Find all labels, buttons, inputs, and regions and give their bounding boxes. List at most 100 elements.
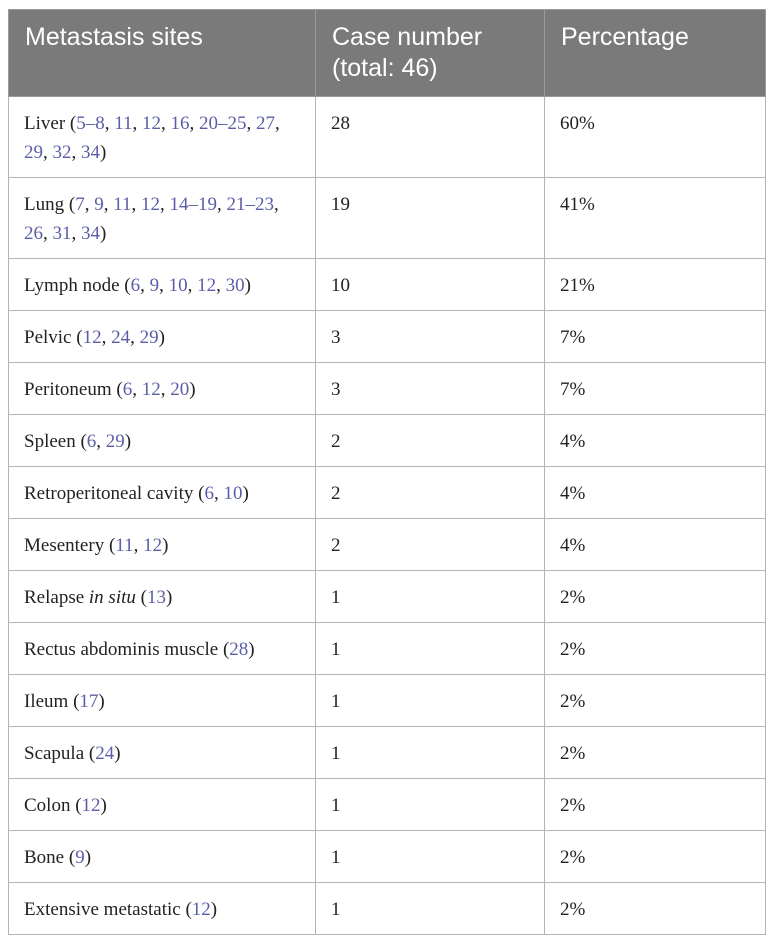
- case-number-cell: 1: [315, 778, 545, 831]
- percentage-cell: 60%: [544, 96, 766, 178]
- site-name: Relapse: [24, 587, 85, 608]
- header-metastasis-sites: Metastasis sites: [8, 9, 316, 97]
- site-cell: Extensive metastatic (12): [8, 882, 316, 935]
- site-cell: Peritoneum (6, 12, 20): [8, 362, 316, 415]
- reference-link[interactable]: 20: [170, 379, 190, 400]
- case-number-cell: 2: [315, 466, 545, 519]
- case-number-cell: 3: [315, 362, 545, 415]
- percentage-cell: 2%: [544, 830, 766, 883]
- reference-link[interactable]: 7: [75, 194, 85, 215]
- reference-link[interactable]: 29: [139, 327, 159, 348]
- site-name: Liver: [24, 113, 66, 134]
- reference-link[interactable]: 9: [94, 194, 104, 215]
- reference-link[interactable]: 11: [113, 194, 132, 215]
- reference-link[interactable]: 12: [142, 113, 162, 134]
- table-row: Lymph node (6, 9, 10, 12, 30) 10 21%: [8, 258, 766, 311]
- reference-link[interactable]: 34: [81, 142, 100, 163]
- table-row: Liver (5–8, 11, 12, 16, 20–25, 27, 29, 3…: [8, 96, 766, 178]
- table-row: Scapula (24) 1 2%: [8, 726, 766, 779]
- reference-link[interactable]: 11: [115, 535, 134, 556]
- reference-link[interactable]: 10: [223, 483, 243, 504]
- case-number-cell: 1: [315, 674, 545, 727]
- reference-link[interactable]: 20–25: [199, 113, 247, 134]
- percentage-cell: 2%: [544, 882, 766, 935]
- reference-link[interactable]: 12: [143, 535, 163, 556]
- site-name: Rectus abdominis muscle: [24, 639, 219, 660]
- case-number-cell: 2: [315, 414, 545, 467]
- reference-link[interactable]: 6: [122, 379, 133, 400]
- site-cell: Mesentery (11, 12): [8, 518, 316, 571]
- reference-link[interactable]: 34: [81, 223, 100, 244]
- case-number-cell: 1: [315, 726, 545, 779]
- reference-link[interactable]: 24: [111, 327, 131, 348]
- percentage-cell: 4%: [544, 518, 766, 571]
- percentage-cell: 41%: [544, 177, 766, 259]
- reference-link[interactable]: 12: [197, 275, 217, 296]
- site-name: Colon: [24, 795, 71, 816]
- table-row: Colon (12) 1 2%: [8, 778, 766, 831]
- case-number-cell: 1: [315, 882, 545, 935]
- site-name: Lung: [24, 194, 65, 215]
- reference-link[interactable]: 10: [168, 275, 188, 296]
- reference-link[interactable]: 30: [225, 275, 245, 296]
- percentage-cell: 7%: [544, 310, 766, 363]
- reference-link[interactable]: 11: [114, 113, 133, 134]
- percentage-cell: 2%: [544, 778, 766, 831]
- site-name: Bone: [24, 847, 65, 868]
- reference-link[interactable]: 16: [170, 113, 190, 134]
- reference-link[interactable]: 24: [95, 743, 115, 764]
- table-row: Peritoneum (6, 12, 20) 3 7%: [8, 362, 766, 415]
- header-percentage: Percentage: [544, 9, 766, 97]
- site-cell: Ileum (17): [8, 674, 316, 727]
- percentage-cell: 2%: [544, 674, 766, 727]
- reference-link[interactable]: 29: [105, 431, 125, 452]
- site-name: Extensive metastatic: [24, 899, 181, 920]
- reference-link[interactable]: 27: [256, 113, 276, 134]
- table-row: Relapse in situ (13) 1 2%: [8, 570, 766, 623]
- reference-link[interactable]: 6: [86, 431, 97, 452]
- reference-link[interactable]: 9: [75, 847, 85, 868]
- table-row: Ileum (17) 1 2%: [8, 674, 766, 727]
- reference-link[interactable]: 12: [141, 379, 161, 400]
- reference-link[interactable]: 12: [82, 327, 102, 348]
- reference-link[interactable]: 31: [52, 223, 72, 244]
- table-row: Rectus abdominis muscle (28) 1 2%: [8, 622, 766, 675]
- reference-link[interactable]: 13: [146, 587, 166, 608]
- reference-link[interactable]: 9: [149, 275, 160, 296]
- site-cell: Relapse in situ (13): [8, 570, 316, 623]
- reference-link[interactable]: 32: [52, 142, 72, 163]
- reference-link[interactable]: 5–8: [76, 113, 105, 134]
- reference-link[interactable]: 6: [130, 275, 141, 296]
- reference-link[interactable]: 28: [229, 639, 249, 660]
- case-number-cell: 19: [315, 177, 545, 259]
- reference-link[interactable]: 12: [140, 194, 160, 215]
- reference-link[interactable]: 26: [24, 223, 43, 244]
- site-cell: Pelvic (12, 24, 29): [8, 310, 316, 363]
- site-cell: Spleen (6, 29): [8, 414, 316, 467]
- reference-link[interactable]: 6: [204, 483, 214, 504]
- reference-link[interactable]: 12: [191, 899, 211, 920]
- site-name: Lymph node: [24, 275, 120, 296]
- header-case-number: Case number (total: 46): [315, 9, 545, 97]
- percentage-cell: 2%: [544, 622, 766, 675]
- table-row: Retroperitoneal cavity (6, 10) 2 4%: [8, 466, 766, 519]
- case-number-cell: 1: [315, 622, 545, 675]
- table-header-row: Metastasis sites Case number (total: 46)…: [8, 9, 766, 97]
- table-row: Spleen (6, 29) 2 4%: [8, 414, 766, 467]
- site-name-italic: in situ: [88, 587, 136, 608]
- percentage-cell: 2%: [544, 570, 766, 623]
- site-name: Peritoneum: [24, 379, 112, 400]
- site-name: Retroperitoneal cavity: [24, 483, 194, 504]
- reference-link[interactable]: 14–19: [169, 194, 217, 215]
- table-body: Liver (5–8, 11, 12, 16, 20–25, 27, 29, 3…: [8, 96, 766, 935]
- site-cell: Liver (5–8, 11, 12, 16, 20–25, 27, 29, 3…: [8, 96, 316, 178]
- table-row: Extensive metastatic (12) 1 2%: [8, 882, 766, 935]
- reference-link[interactable]: 29: [24, 142, 43, 163]
- case-number-cell: 10: [315, 258, 545, 311]
- case-number-cell: 1: [315, 830, 545, 883]
- reference-link[interactable]: 17: [79, 691, 99, 712]
- table-row: Mesentery (11, 12) 2 4%: [8, 518, 766, 571]
- reference-link[interactable]: 12: [81, 795, 101, 816]
- metastasis-table-container: Metastasis sites Case number (total: 46)…: [8, 9, 766, 935]
- reference-link[interactable]: 21–23: [226, 194, 274, 215]
